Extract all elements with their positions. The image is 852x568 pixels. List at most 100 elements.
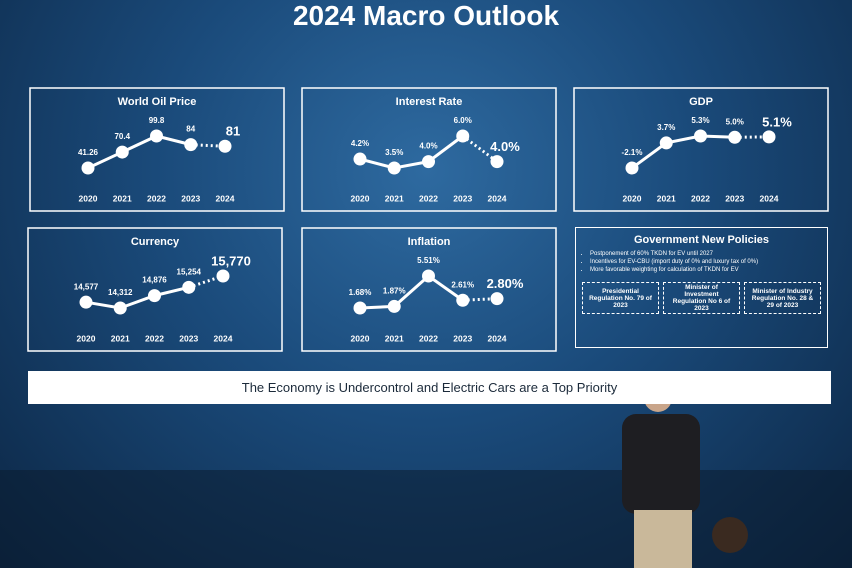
chart-title: Interest Rate [396, 96, 463, 108]
line-solid [87, 134, 192, 170]
point [218, 139, 232, 153]
value-label: 14,312 [108, 288, 133, 297]
x-tick-label: 2020 [623, 193, 642, 203]
point [113, 301, 127, 315]
chart-title: Inflation [408, 236, 451, 248]
speaker-legs [634, 510, 692, 568]
value-label: 4.2% [351, 139, 369, 148]
point [115, 145, 129, 159]
x-tick-label: 2024 [214, 333, 233, 343]
point [216, 269, 230, 283]
line-projection [461, 134, 498, 163]
value-label: 2.80% [487, 276, 524, 291]
value-label: 15,254 [177, 267, 202, 276]
point [182, 280, 196, 294]
point [728, 130, 742, 144]
panel [29, 87, 285, 212]
regulation-box: Minister of Investment Regulation No 6 o… [663, 282, 740, 314]
x-tick-label: 2020 [351, 193, 370, 203]
policy-list: Postponement of 60% TKDN for EV until 20… [576, 250, 827, 274]
value-label: 70.4 [114, 132, 130, 141]
point [387, 161, 401, 175]
value-label: 3.5% [385, 148, 403, 157]
point [422, 155, 435, 169]
value-label: 99.8 [149, 116, 165, 125]
banner: The Economy is Undercontrol and Electric… [28, 371, 831, 404]
value-label: 5.0% [726, 117, 744, 126]
x-tick-label: 2022 [147, 193, 166, 203]
x-tick-label: 2022 [145, 333, 164, 343]
point [422, 269, 435, 283]
speaker-body [622, 414, 700, 514]
value-label: 14,876 [142, 276, 167, 285]
point [353, 152, 367, 166]
value-label: -2.1% [622, 148, 643, 157]
policy-item: More favorable weighting for calculation… [590, 266, 827, 274]
panel [301, 227, 557, 352]
x-tick-label: 2024 [488, 333, 507, 343]
x-tick-label: 2023 [181, 193, 200, 203]
value-label: 2.61% [451, 280, 474, 289]
point [81, 161, 95, 175]
regulation-boxes: Presidential Regulation No. 79 of 2023 Mi… [576, 274, 827, 314]
x-tick-label: 2021 [657, 193, 676, 203]
point [456, 129, 470, 143]
regulation-box: Minister of Industry Regulation No. 28 &… [744, 282, 821, 314]
x-tick-label: 2020 [79, 193, 98, 203]
slide-title: 2024 Macro Outlook [292, 0, 560, 31]
point [659, 136, 673, 150]
x-tick-label: 2024 [760, 193, 779, 203]
x-tick-label: 2023 [725, 193, 744, 203]
panel [301, 87, 557, 212]
panel [27, 227, 283, 352]
x-tick-label: 2022 [419, 193, 438, 203]
panel [573, 87, 829, 212]
value-label: 3.7% [657, 123, 675, 132]
line-solid [359, 134, 464, 170]
regulation-box: Presidential Regulation No. 79 of 2023 [582, 282, 659, 314]
value-label: 15,770 [211, 253, 251, 268]
policy-item: Incentives for EV-CBU (import duty of 0%… [590, 258, 827, 266]
point [490, 292, 504, 306]
x-tick-label: 2020 [351, 333, 370, 343]
point [79, 295, 93, 309]
value-label: 14,577 [74, 282, 99, 291]
x-tick-label: 2024 [488, 193, 507, 203]
point [456, 293, 470, 307]
value-label: 6.0% [454, 116, 472, 125]
chart-title: World Oil Price [118, 96, 197, 108]
value-label: 4.0% [419, 142, 437, 151]
stage-shadow [0, 470, 852, 568]
policy-item: Postponement of 60% TKDN for EV until 20… [590, 250, 827, 258]
value-label: 1.87% [383, 287, 406, 296]
line-solid [359, 274, 464, 310]
line-solid [85, 285, 190, 310]
chart-title: GDP [689, 96, 713, 108]
value-label: 5.1% [762, 114, 792, 129]
x-tick-label: 2020 [77, 333, 96, 343]
drum [712, 517, 748, 553]
x-tick-label: 2023 [179, 333, 198, 343]
chart-title: Currency [131, 236, 180, 248]
point [184, 138, 198, 152]
point [387, 299, 401, 313]
x-tick-label: 2024 [216, 193, 235, 203]
value-label: 84 [186, 125, 195, 134]
point [694, 129, 707, 143]
point [625, 161, 639, 175]
policies-panel: Government New Policies Postponement of … [575, 227, 828, 348]
line-solid [631, 134, 735, 170]
value-label: 81 [226, 124, 240, 139]
x-tick-label: 2023 [453, 193, 472, 203]
x-tick-label: 2023 [453, 333, 472, 343]
point [353, 301, 367, 315]
x-tick-label: 2021 [385, 193, 404, 203]
point [148, 289, 161, 303]
value-label: 5.3% [691, 116, 709, 125]
x-tick-label: 2021 [113, 193, 132, 203]
point [150, 129, 163, 143]
policies-title: Government New Policies [633, 234, 770, 246]
point [490, 155, 504, 169]
x-tick-label: 2022 [419, 333, 438, 343]
